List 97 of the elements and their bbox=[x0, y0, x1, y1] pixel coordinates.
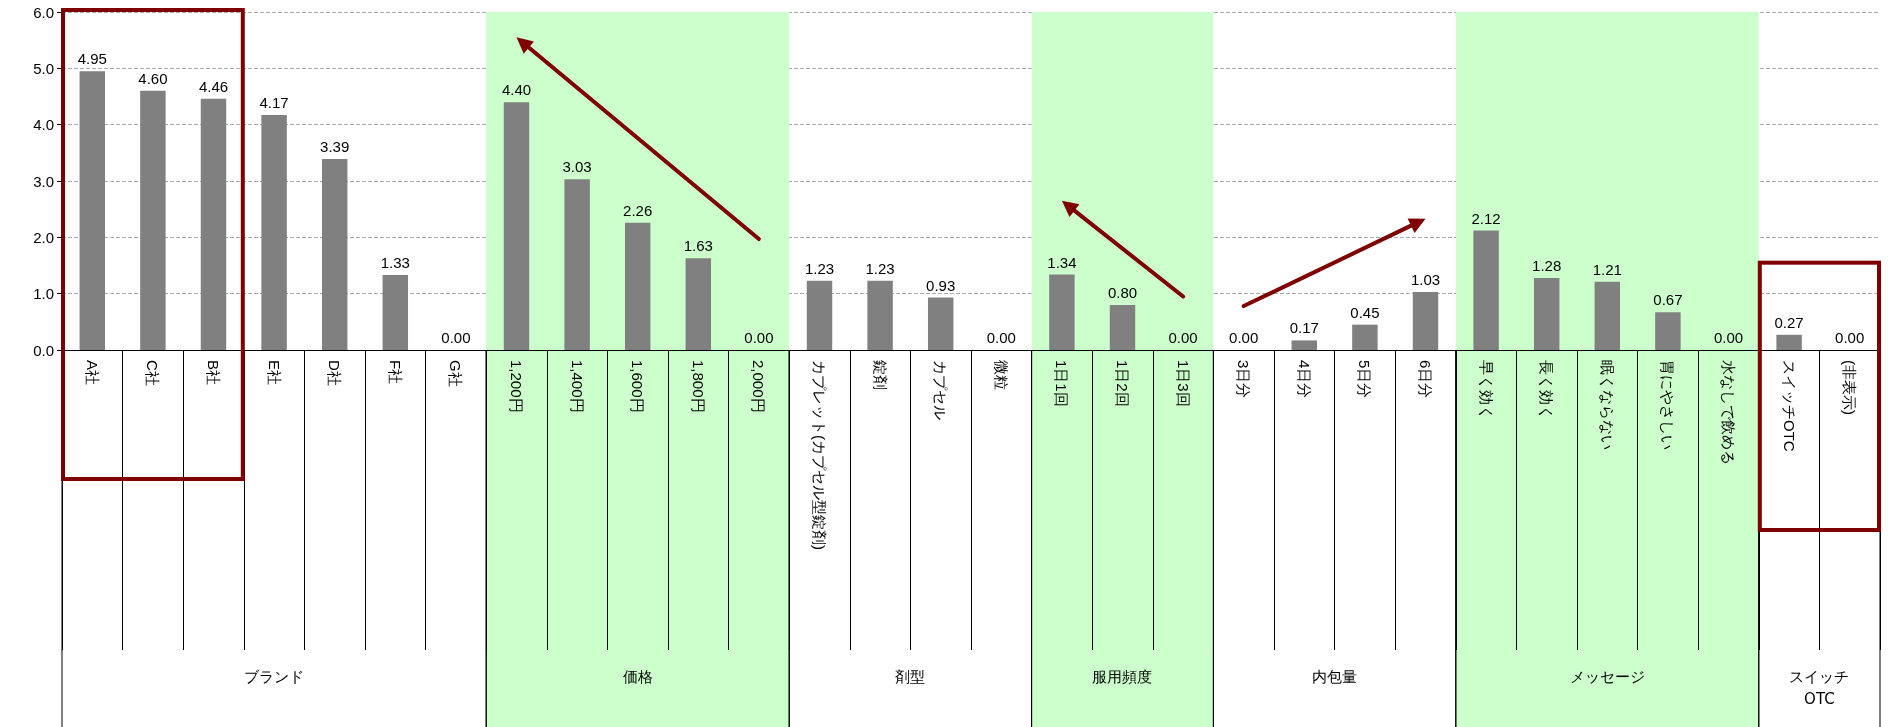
data-label: 1.23 bbox=[804, 259, 835, 277]
x-tick-label: カプセル bbox=[932, 360, 950, 420]
data-label: 1.21 bbox=[1592, 260, 1622, 278]
data-label: 1.03 bbox=[1410, 270, 1441, 288]
text: 価格 bbox=[621, 667, 654, 688]
y-tick-label: 5.0 bbox=[33, 59, 54, 77]
x-tick-label: 1,600円 bbox=[629, 360, 647, 413]
x-tick-label: 1,200円 bbox=[508, 360, 525, 413]
data-label: 0.00 bbox=[1835, 329, 1865, 346]
bar bbox=[1776, 334, 1802, 350]
data-label: 3.39 bbox=[320, 138, 350, 156]
bar bbox=[382, 275, 409, 350]
x-tick-label: 1日2回 bbox=[1114, 360, 1131, 407]
data-label: 0.45 bbox=[1350, 303, 1380, 321]
data-label: 1.33 bbox=[380, 254, 410, 272]
x-tick-label: 1,800円 bbox=[689, 360, 707, 413]
data-label: 0.00 bbox=[744, 329, 774, 346]
x-tick-label: 水なしで飲める bbox=[1720, 360, 1737, 465]
x-tick-label: 眠くならない bbox=[1598, 360, 1616, 450]
text: 服用頻度 bbox=[1091, 667, 1154, 688]
x-tick-label: (非表示) bbox=[1841, 360, 1859, 415]
bar bbox=[806, 280, 833, 350]
data-label: 0.00 bbox=[1168, 329, 1198, 346]
data-label: 0.93 bbox=[926, 276, 956, 294]
data-label: 1.23 bbox=[865, 259, 895, 277]
data-label: 4.95 bbox=[77, 50, 107, 68]
x-tick-label: 1日3回 bbox=[1174, 360, 1192, 407]
bar bbox=[685, 258, 712, 350]
text: ブランド bbox=[243, 667, 306, 688]
data-label: 2.26 bbox=[623, 201, 653, 219]
y-tick-label: 3.0 bbox=[33, 172, 54, 190]
bar bbox=[321, 159, 348, 350]
y-tick-label: 1.0 bbox=[33, 285, 54, 303]
x-tick-label: A社 bbox=[83, 360, 101, 386]
bar bbox=[867, 280, 893, 350]
text: スイッチOTC bbox=[1788, 667, 1851, 710]
data-label: 0.27 bbox=[1774, 313, 1804, 331]
x-tick-label: 1,400円 bbox=[568, 360, 586, 413]
data-label: 3.03 bbox=[562, 158, 592, 176]
data-label: 0.00 bbox=[1713, 329, 1744, 346]
x-tick-label: 2,000円 bbox=[750, 360, 768, 413]
x-tick-label: 1日1回 bbox=[1053, 360, 1071, 407]
x-tick-label: 4日分 bbox=[1295, 360, 1313, 399]
data-label: 4.40 bbox=[501, 81, 532, 99]
text: 内包量 bbox=[1311, 667, 1359, 688]
bar bbox=[1412, 291, 1439, 350]
x-tick-label: F社 bbox=[386, 360, 404, 385]
x-tick-label: 微粒 bbox=[992, 360, 1010, 390]
data-label: 4.46 bbox=[198, 77, 229, 95]
y-tick-label: 0.0 bbox=[33, 341, 54, 359]
bar bbox=[261, 115, 287, 350]
x-tick-label: 錠剤 bbox=[871, 360, 889, 390]
x-tick-label: スイッチOTC bbox=[1780, 360, 1798, 452]
data-label: 0.80 bbox=[1107, 283, 1138, 301]
x-tick-label: 長く効く bbox=[1538, 360, 1556, 420]
bar bbox=[624, 222, 651, 350]
x-tick-label: E社 bbox=[265, 360, 283, 386]
data-label: 1.34 bbox=[1047, 253, 1077, 271]
bar bbox=[503, 102, 530, 350]
y-tick-label: 6.0 bbox=[33, 3, 54, 21]
data-label: 1.28 bbox=[1532, 256, 1562, 274]
data-label: 0.00 bbox=[1229, 329, 1259, 346]
bar bbox=[1594, 281, 1621, 350]
bar bbox=[200, 98, 227, 350]
data-label: 1.63 bbox=[683, 237, 713, 255]
bar bbox=[79, 71, 106, 350]
data-label: 4.60 bbox=[138, 69, 168, 87]
bar bbox=[1655, 312, 1681, 350]
bar bbox=[1473, 230, 1499, 350]
x-tick-label: G社 bbox=[447, 360, 465, 387]
bar bbox=[140, 90, 166, 350]
x-tick-label: B社 bbox=[205, 360, 222, 386]
bar bbox=[927, 297, 954, 350]
data-label: 0.17 bbox=[1289, 319, 1319, 337]
y-tick-label: 2.0 bbox=[33, 228, 54, 246]
data-label: 2.12 bbox=[1471, 209, 1501, 227]
bar bbox=[1533, 277, 1560, 350]
data-label: 0.67 bbox=[1653, 291, 1683, 309]
x-tick-label: 胃にやさしい bbox=[1659, 360, 1677, 450]
x-tick-label: C社 bbox=[144, 360, 162, 386]
bar bbox=[1049, 274, 1075, 350]
x-tick-label: 3日分 bbox=[1235, 360, 1253, 399]
y-tick-label: 4.0 bbox=[33, 116, 54, 134]
bar bbox=[1291, 340, 1318, 350]
data-label: 0.00 bbox=[986, 329, 1016, 346]
text: 剤型 bbox=[894, 667, 927, 688]
x-tick-label: D社 bbox=[326, 360, 344, 386]
bar bbox=[1352, 324, 1378, 350]
bar bbox=[1109, 304, 1136, 350]
text: メッセージ bbox=[1568, 667, 1646, 688]
x-tick-label: 5日分 bbox=[1356, 360, 1374, 399]
x-tick-label: 早く効く bbox=[1477, 360, 1495, 420]
x-tick-label: カプレット(カプセル型錠剤) bbox=[811, 360, 828, 550]
bar bbox=[564, 179, 590, 350]
data-label: 0.00 bbox=[441, 329, 471, 346]
x-tick-label: 6日分 bbox=[1417, 360, 1434, 399]
data-label: 4.17 bbox=[259, 94, 289, 112]
